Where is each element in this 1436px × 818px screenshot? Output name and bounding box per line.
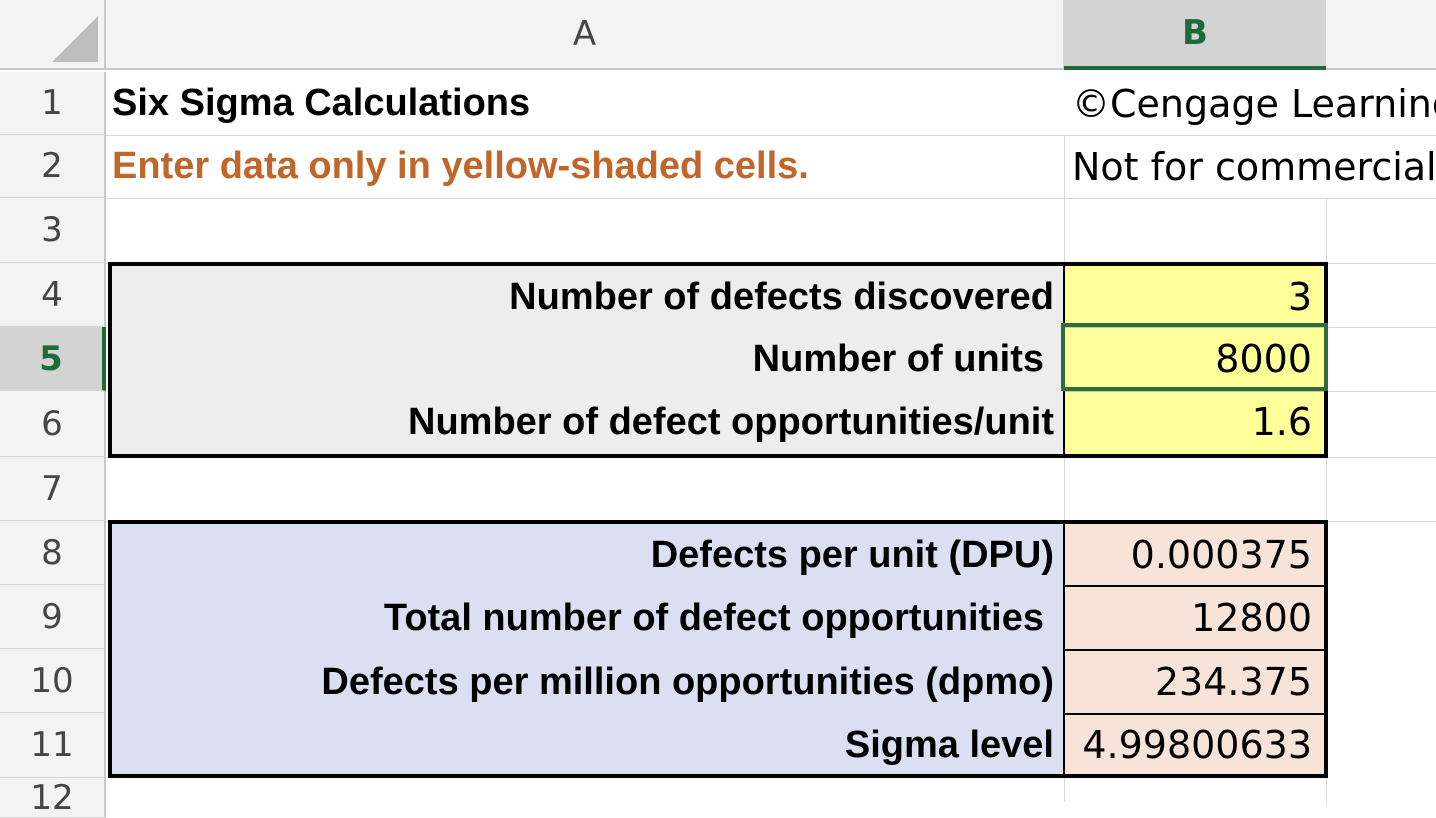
cell-a1-title[interactable]: Six Sigma Calculations bbox=[112, 82, 531, 124]
row-header-8[interactable]: 8 bbox=[0, 521, 106, 585]
label-dpmo: Defects per million opportunities (dpmo) bbox=[321, 660, 1054, 703]
row-header-10[interactable]: 10 bbox=[0, 649, 106, 713]
gridline bbox=[1064, 391, 1326, 392]
row-header-2[interactable]: 2 bbox=[0, 135, 106, 198]
label-defects-discovered: Number of defects discovered bbox=[509, 275, 1054, 318]
label-number-of-units: Number of units bbox=[752, 337, 1044, 380]
input-defect-opportunities-per-unit[interactable]: 1.6 bbox=[1251, 400, 1312, 444]
column-header-c[interactable] bbox=[1326, 0, 1436, 70]
row-header-7[interactable]: 7 bbox=[0, 457, 106, 521]
gridline bbox=[1326, 391, 1436, 392]
label-sigma-level: Sigma level bbox=[844, 723, 1054, 766]
select-all-triangle-icon bbox=[52, 16, 98, 62]
gridline bbox=[1326, 327, 1436, 328]
row-header-12[interactable]: 12 bbox=[0, 778, 106, 818]
value-total-defect-opportunities[interactable]: 12800 bbox=[1191, 596, 1312, 640]
label-defects-per-unit: Defects per unit (DPU) bbox=[650, 533, 1054, 576]
cell-a2-instruction[interactable]: Enter data only in yellow-shaded cells. bbox=[112, 145, 809, 187]
gridline bbox=[1064, 649, 1326, 651]
row-header-3[interactable]: 3 bbox=[0, 198, 106, 263]
input-defects-discovered[interactable]: 3 bbox=[1287, 275, 1312, 319]
gridline bbox=[1064, 135, 1065, 802]
value-dpmo[interactable]: 234.375 bbox=[1154, 660, 1312, 704]
input-values-fill bbox=[1064, 263, 1326, 457]
gridline bbox=[1326, 198, 1327, 802]
output-block-border bbox=[108, 520, 1328, 778]
input-number-of-units[interactable]: 8000 bbox=[1215, 337, 1312, 381]
row-header-4[interactable]: 4 bbox=[0, 263, 106, 327]
select-all-corner[interactable] bbox=[0, 0, 106, 70]
gridline bbox=[1064, 585, 1326, 587]
output-labels-fill bbox=[108, 521, 1064, 777]
gridline bbox=[106, 135, 1436, 136]
cell-b1-copyright[interactable]: ©Cengage Learning bbox=[1072, 81, 1436, 126]
column-header-b[interactable]: B bbox=[1064, 0, 1326, 70]
row-header-5[interactable]: 5 bbox=[0, 327, 106, 391]
cell-b2-notice[interactable]: Not for commercial bbox=[1072, 144, 1436, 189]
input-labels-fill bbox=[108, 263, 1064, 457]
gridline bbox=[1063, 521, 1065, 777]
value-sigma-level[interactable]: 4.99800633 bbox=[1082, 723, 1312, 767]
row-header-1[interactable]: 1 bbox=[0, 72, 106, 135]
column-header-a[interactable]: A bbox=[106, 0, 1064, 70]
row-header-6[interactable]: 6 bbox=[0, 391, 106, 457]
row-header-11[interactable]: 11 bbox=[0, 713, 106, 778]
gridline bbox=[1064, 327, 1326, 328]
label-total-defect-opportunities: Total number of defect opportunities bbox=[383, 596, 1044, 639]
gridline bbox=[1064, 713, 1326, 715]
selected-cell-outline[interactable] bbox=[1061, 323, 1328, 391]
value-defects-per-unit[interactable]: 0.000375 bbox=[1130, 533, 1312, 577]
label-defect-opportunities-per-unit: Number of defect opportunities/unit bbox=[408, 400, 1054, 443]
gridline bbox=[106, 198, 1436, 199]
row-header-9[interactable]: 9 bbox=[0, 585, 106, 649]
